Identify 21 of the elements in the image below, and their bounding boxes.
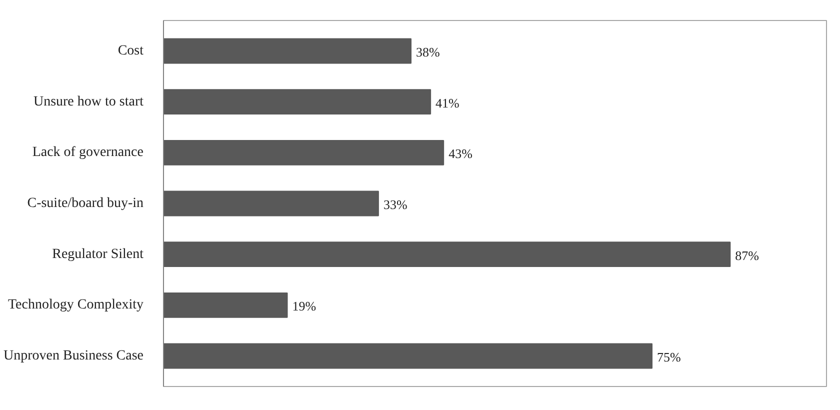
- data-label: 19%: [292, 298, 316, 314]
- y-tick-label: Technology Complexity: [8, 298, 144, 313]
- data-label: 43%: [448, 146, 473, 162]
- bar: [164, 292, 288, 318]
- data-label: 75%: [657, 350, 682, 364]
- data-label: 38%: [416, 44, 440, 60]
- bar: [164, 343, 653, 369]
- y-tick-label: Cost: [118, 44, 144, 58]
- bar: [164, 190, 379, 216]
- bar: [164, 140, 444, 166]
- y-tick-label: Unsure how to start: [33, 94, 144, 110]
- bar: [164, 89, 432, 115]
- data-label: 87%: [735, 248, 760, 263]
- y-tick-label: C-suite/board buy-in: [27, 196, 144, 211]
- bar: [164, 38, 412, 64]
- data-label: 41%: [436, 95, 460, 110]
- y-tick-label: Regulator Silent: [52, 246, 144, 262]
- y-tick-label: Lack of governance: [32, 145, 144, 160]
- data-label: 33%: [383, 197, 408, 212]
- bar: [164, 242, 731, 268]
- y-tick-label: Unproven Business Case: [4, 348, 144, 364]
